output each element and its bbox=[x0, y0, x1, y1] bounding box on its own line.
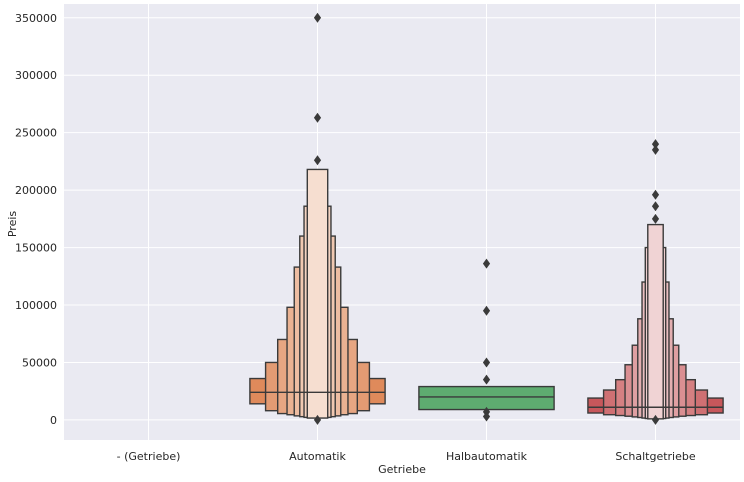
outlier-point bbox=[651, 189, 660, 200]
y-tick-label: 250000 bbox=[15, 127, 57, 140]
x-axis-title: Getriebe bbox=[378, 463, 426, 476]
outlier-point bbox=[651, 139, 660, 150]
outlier-point bbox=[313, 155, 322, 166]
x-tick-label: - (Getriebe) bbox=[117, 450, 181, 463]
outlier-point bbox=[651, 144, 660, 155]
boxen-groups bbox=[249, 12, 724, 425]
boxen-box bbox=[418, 385, 555, 411]
outlier-point bbox=[313, 112, 322, 123]
outlier-point bbox=[482, 411, 491, 422]
x-tick-label: Schaltgetriebe bbox=[615, 450, 696, 463]
outlier-point bbox=[651, 414, 660, 425]
outlier-point bbox=[313, 12, 322, 23]
boxen-group bbox=[418, 258, 555, 422]
outlier-point bbox=[651, 201, 660, 212]
x-tick-labels: - (Getriebe) Automatik Halbautomatik Schalt… bbox=[117, 450, 696, 463]
outlier-point bbox=[482, 374, 491, 385]
boxen-box bbox=[306, 168, 329, 419]
outlier-point bbox=[313, 414, 322, 425]
boxen-group bbox=[249, 12, 386, 425]
outlier-point bbox=[651, 213, 660, 224]
y-tick-label: 100000 bbox=[15, 299, 57, 312]
y-tick-label: 150000 bbox=[15, 242, 57, 255]
y-tick-label: 50000 bbox=[22, 356, 57, 369]
y-axis-title: Preis bbox=[6, 211, 19, 238]
x-tick-label: Halbautomatik bbox=[446, 450, 528, 463]
outlier-point bbox=[482, 258, 491, 269]
y-tick-label: 350000 bbox=[15, 12, 57, 25]
y-tick-labels: 0 50000 100000 150000 200000 250000 300000 3500… bbox=[15, 12, 57, 427]
boxen-group bbox=[587, 139, 724, 425]
outlier-point bbox=[482, 305, 491, 316]
outlier-point bbox=[482, 357, 491, 368]
x-tick-label: Automatik bbox=[289, 450, 346, 463]
boxen-box bbox=[647, 223, 664, 420]
y-tick-label: 200000 bbox=[15, 184, 57, 197]
y-tick-label: 0 bbox=[50, 414, 57, 427]
y-tick-label: 300000 bbox=[15, 69, 57, 82]
